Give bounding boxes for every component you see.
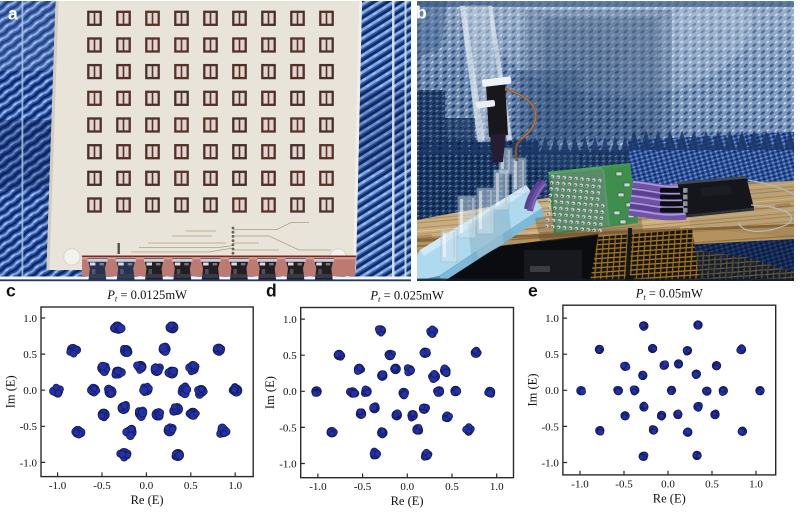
svg-text:0.0: 0.0	[400, 481, 414, 493]
svg-text:0.0: 0.0	[545, 385, 559, 397]
svg-text:d: d	[266, 281, 277, 301]
svg-text:1.0: 1.0	[228, 480, 242, 492]
svg-text:-1.0: -1.0	[571, 478, 589, 490]
svg-text:-1.0: -1.0	[309, 481, 327, 493]
svg-text:-0.5: -0.5	[354, 481, 372, 493]
svg-text:-0.5: -0.5	[279, 422, 297, 434]
svg-text:Im (E): Im (E)	[263, 376, 277, 409]
svg-text:c: c	[6, 281, 16, 301]
svg-text:-0.5: -0.5	[541, 421, 559, 433]
svg-text:0.0: 0.0	[283, 386, 297, 398]
svg-text:Re (E): Re (E)	[131, 493, 164, 507]
svg-text:-0.5: -0.5	[615, 478, 633, 490]
svg-text:0.0: 0.0	[23, 385, 37, 397]
svg-text:Im (E): Im (E)	[525, 374, 539, 407]
svg-text:Pt = 0.05mW: Pt = 0.05mW	[635, 286, 703, 302]
svg-text:-1.0: -1.0	[49, 480, 67, 492]
svg-text:-1.0: -1.0	[541, 457, 559, 469]
svg-text:-1.0: -1.0	[279, 458, 297, 470]
svg-text:0.5: 0.5	[283, 350, 297, 362]
svg-text:Pt = 0.025mW: Pt = 0.025mW	[369, 289, 444, 305]
svg-text:1.0: 1.0	[490, 481, 504, 493]
svg-text:Re (E): Re (E)	[391, 494, 424, 508]
svg-text:Im (E): Im (E)	[4, 375, 18, 408]
svg-text:Pt = 0.0125mW: Pt = 0.0125mW	[106, 288, 187, 304]
svg-text:1.0: 1.0	[545, 313, 559, 325]
svg-text:b: b	[416, 3, 427, 23]
svg-text:0.5: 0.5	[705, 478, 719, 490]
svg-text:-0.5: -0.5	[93, 480, 111, 492]
svg-text:-0.5: -0.5	[20, 421, 38, 433]
svg-text:1.0: 1.0	[283, 314, 297, 326]
svg-text:0.0: 0.0	[661, 478, 675, 490]
svg-text:1.0: 1.0	[749, 478, 763, 490]
svg-text:-1.0: -1.0	[20, 457, 38, 469]
svg-text:e: e	[528, 281, 538, 301]
svg-text:0.5: 0.5	[184, 480, 198, 492]
svg-text:0.5: 0.5	[445, 481, 459, 493]
svg-text:0.0: 0.0	[140, 480, 154, 492]
svg-text:0.5: 0.5	[23, 349, 37, 361]
svg-text:a: a	[8, 4, 18, 24]
svg-text:1.0: 1.0	[23, 313, 37, 325]
svg-text:Re (E): Re (E)	[653, 491, 686, 505]
svg-text:0.5: 0.5	[545, 349, 559, 361]
